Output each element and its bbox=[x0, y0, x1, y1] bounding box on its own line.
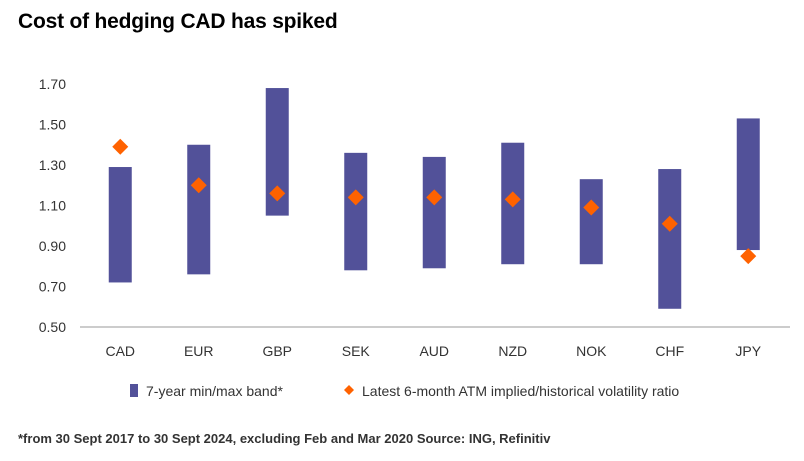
band-bar-sek bbox=[344, 152, 368, 271]
y-tick-label: 1.70 bbox=[39, 76, 66, 92]
x-tick-label: JPY bbox=[735, 343, 761, 359]
legend-swatch-marker bbox=[344, 385, 354, 395]
marker-gbp bbox=[269, 185, 286, 202]
x-tick-label: SEK bbox=[342, 343, 371, 359]
x-tick-label: EUR bbox=[184, 343, 214, 359]
band-bar-aud bbox=[422, 156, 446, 269]
x-tick-label: AUD bbox=[419, 343, 449, 359]
x-tick-label: GBP bbox=[262, 343, 292, 359]
marker-sek bbox=[347, 189, 364, 206]
footnote: *from 30 Sept 2017 to 30 Sept 2024, excl… bbox=[18, 431, 551, 446]
x-tick-label: CHF bbox=[655, 343, 684, 359]
band-bar-nok bbox=[579, 179, 603, 265]
y-tick-label: 1.50 bbox=[39, 117, 66, 133]
legend-swatch-band bbox=[130, 384, 138, 397]
band-bar-cad bbox=[108, 167, 132, 283]
legend-label-band: 7-year min/max band* bbox=[146, 383, 284, 399]
marker-aud bbox=[426, 189, 443, 206]
marker-nok bbox=[583, 199, 600, 216]
marker-cad bbox=[112, 138, 129, 155]
y-tick-label: 0.50 bbox=[39, 319, 66, 335]
band-bar-jpy bbox=[736, 118, 760, 251]
x-tick-label: CAD bbox=[105, 343, 135, 359]
band-bar-gbp bbox=[265, 88, 289, 216]
legend-label-marker: Latest 6-month ATM implied/historical vo… bbox=[362, 383, 679, 399]
marker-jpy bbox=[740, 248, 757, 265]
chart-title: Cost of hedging CAD has spiked bbox=[18, 10, 338, 33]
y-tick-label: 0.90 bbox=[39, 238, 66, 254]
band-bar-eur bbox=[187, 144, 211, 275]
band-bar-chf bbox=[658, 169, 682, 309]
y-tick-label: 1.30 bbox=[39, 157, 66, 173]
x-tick-label: NOK bbox=[576, 343, 607, 359]
y-tick-label: 0.70 bbox=[39, 279, 66, 295]
y-tick-label: 1.10 bbox=[39, 198, 66, 214]
marker-eur bbox=[190, 177, 207, 194]
marker-chf bbox=[661, 215, 678, 232]
x-tick-label: NZD bbox=[498, 343, 527, 359]
marker-nzd bbox=[504, 191, 521, 208]
